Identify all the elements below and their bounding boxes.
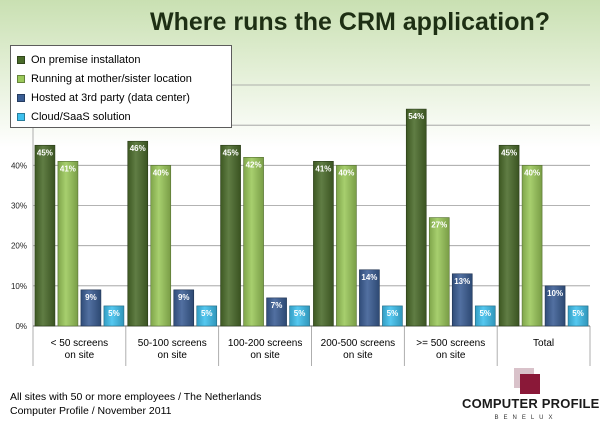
bar bbox=[127, 140, 149, 327]
bar bbox=[34, 144, 56, 327]
bar bbox=[289, 305, 310, 327]
bar bbox=[521, 165, 543, 327]
bar bbox=[150, 165, 172, 327]
data-label: 7% bbox=[271, 301, 283, 310]
y-tick-label: 40% bbox=[11, 161, 27, 170]
legend-item: Cloud/SaaS solution bbox=[17, 107, 231, 126]
bar bbox=[103, 305, 125, 327]
footnote-line-2: Computer Profile / November 2011 bbox=[10, 405, 172, 417]
legend-item: Hosted at 3rd party (data center) bbox=[17, 88, 231, 107]
data-label: 40% bbox=[153, 168, 169, 177]
bar bbox=[266, 297, 287, 327]
data-label: 5% bbox=[108, 309, 120, 318]
bar bbox=[220, 144, 241, 327]
data-label: 13% bbox=[454, 277, 470, 286]
logo-subtitle: BENELUX bbox=[494, 415, 558, 421]
data-label: 45% bbox=[223, 148, 239, 157]
bar bbox=[243, 157, 264, 327]
bar bbox=[544, 285, 566, 327]
bar bbox=[57, 161, 79, 327]
bar bbox=[313, 161, 334, 327]
data-label: 54% bbox=[408, 112, 424, 121]
data-label: 46% bbox=[130, 144, 146, 153]
bar bbox=[173, 289, 195, 327]
category-label: < 50 screens bbox=[51, 338, 109, 349]
data-label: 14% bbox=[361, 273, 377, 282]
legend-swatch bbox=[17, 93, 25, 102]
data-label: 41% bbox=[315, 164, 331, 173]
y-tick-label: 0% bbox=[15, 322, 27, 331]
y-tick-label: 10% bbox=[11, 282, 27, 291]
category-label: on site bbox=[250, 350, 280, 361]
data-label: 10% bbox=[547, 289, 563, 298]
data-label: 42% bbox=[246, 160, 262, 169]
bar bbox=[474, 305, 496, 327]
computer-profile-logo: COMPUTER PROFILE BENELUX bbox=[462, 366, 600, 428]
bar bbox=[405, 108, 427, 327]
data-label: 40% bbox=[524, 168, 540, 177]
category-label: 50-100 screens bbox=[138, 338, 207, 349]
data-label: 40% bbox=[338, 168, 354, 177]
category-label: on site bbox=[436, 350, 466, 361]
category-label: 100-200 screens bbox=[228, 338, 303, 349]
legend-item: On premise installaton bbox=[17, 50, 231, 69]
bar bbox=[451, 273, 473, 327]
logo-name: COMPUTER PROFILE bbox=[462, 396, 600, 411]
bar bbox=[567, 305, 589, 327]
footnote: All sites with 50 or more employees / Th… bbox=[10, 390, 261, 418]
data-label: 5% bbox=[572, 309, 584, 318]
bar bbox=[382, 305, 403, 327]
bar bbox=[80, 289, 102, 327]
category-label: on site bbox=[158, 350, 188, 361]
data-label: 27% bbox=[431, 221, 447, 230]
legend-swatch bbox=[17, 112, 25, 121]
legend-swatch bbox=[17, 74, 25, 83]
category-label: >= 500 screens bbox=[416, 338, 485, 349]
legend-item: Running at mother/sister location bbox=[17, 69, 231, 88]
legend-swatch bbox=[17, 55, 25, 64]
bar bbox=[428, 217, 450, 327]
data-label: 5% bbox=[479, 309, 491, 318]
category-label: on site bbox=[65, 350, 95, 361]
bar bbox=[498, 144, 520, 327]
data-label: 41% bbox=[60, 164, 76, 173]
data-label: 9% bbox=[178, 293, 190, 302]
y-tick-label: 20% bbox=[11, 242, 27, 251]
chart-legend: On premise installaton Running at mother/… bbox=[10, 45, 232, 128]
data-label: 5% bbox=[387, 309, 399, 318]
data-label: 5% bbox=[201, 309, 213, 318]
y-tick-label: 30% bbox=[11, 202, 27, 211]
bar bbox=[196, 305, 218, 327]
legend-label: Hosted at 3rd party (data center) bbox=[31, 91, 190, 104]
legend-label: On premise installaton bbox=[31, 53, 141, 66]
bar bbox=[359, 269, 380, 327]
data-label: 9% bbox=[85, 293, 97, 302]
bar bbox=[336, 165, 357, 327]
category-label: 200-500 screens bbox=[321, 338, 396, 349]
logo-mark-front bbox=[520, 374, 540, 394]
data-label: 5% bbox=[294, 309, 306, 318]
footnote-line-1: All sites with 50 or more employees / Th… bbox=[10, 391, 262, 403]
legend-label: Running at mother/sister location bbox=[31, 72, 192, 85]
category-label: Total bbox=[533, 338, 554, 349]
legend-label: Cloud/SaaS solution bbox=[31, 110, 131, 123]
category-label: on site bbox=[343, 350, 373, 361]
data-label: 45% bbox=[37, 148, 53, 157]
logo-mark-icon bbox=[514, 368, 540, 394]
data-label: 45% bbox=[501, 148, 517, 157]
chart-title: Where runs the CRM application? bbox=[149, 8, 551, 36]
